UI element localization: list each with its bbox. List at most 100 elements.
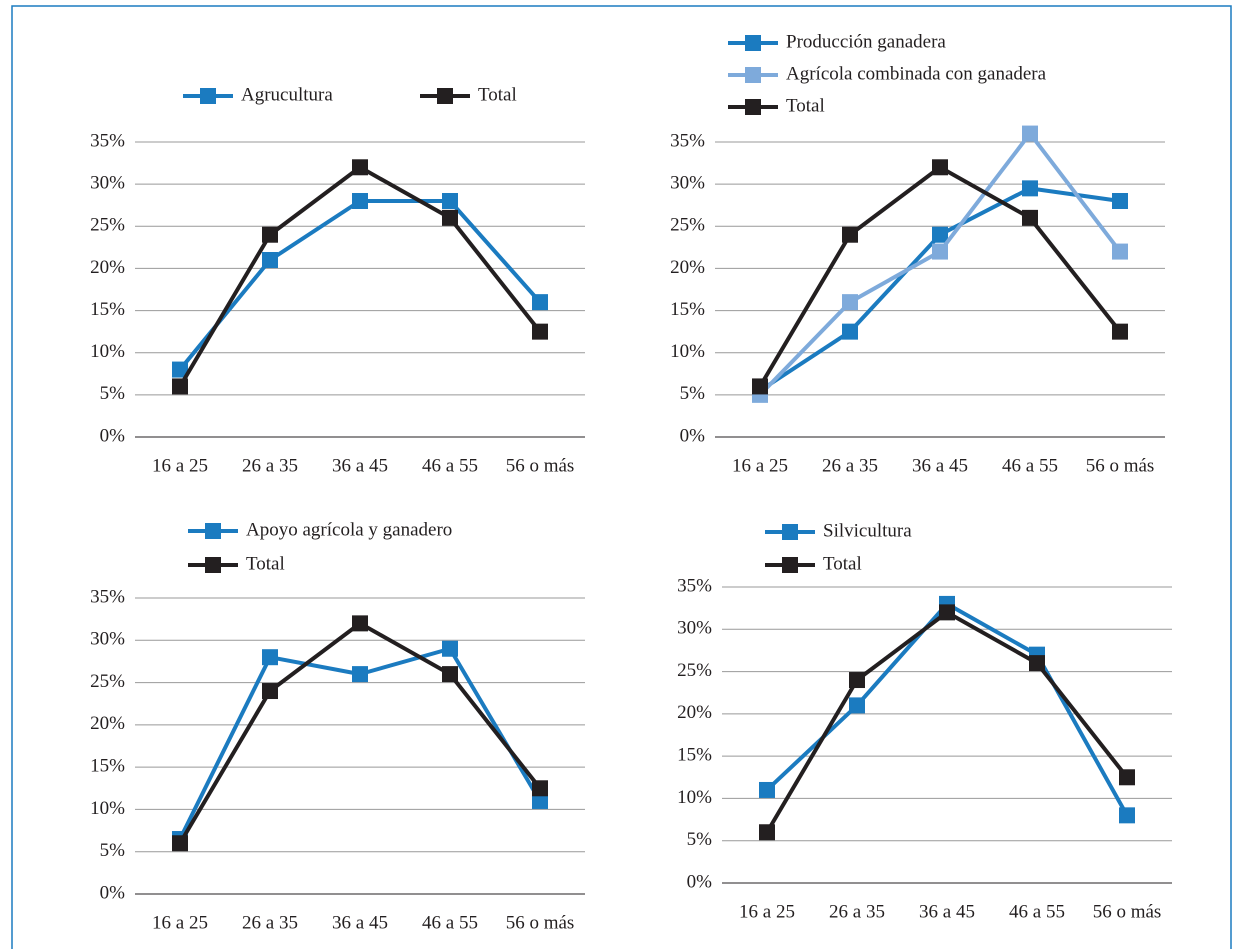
x-tick-label: 16 a 25 (732, 455, 788, 476)
y-tick-label: 35% (677, 575, 712, 596)
y-tick-label: 0% (687, 871, 713, 892)
legend-label: Total (823, 553, 862, 574)
series-line (758, 186, 1121, 393)
series-marker (262, 683, 278, 700)
y-tick-label: 35% (90, 130, 125, 151)
legend-marker (745, 35, 761, 51)
series-marker (1119, 807, 1135, 824)
y-tick-label: 35% (670, 130, 705, 151)
legend-label: Silvicultura (823, 520, 912, 541)
series-marker (842, 294, 858, 311)
legend-label: Apoyo agrícola y ganadero (246, 519, 452, 540)
y-tick-label: 10% (90, 798, 125, 819)
y-tick-label: 20% (677, 702, 712, 723)
x-tick-label: 16 a 25 (739, 901, 795, 922)
series-marker (352, 666, 368, 683)
series-marker (1022, 125, 1038, 142)
x-tick-label: 26 a 35 (242, 912, 298, 933)
y-tick-label: 5% (100, 383, 126, 404)
series-marker (442, 193, 458, 209)
y-tick-label: 20% (90, 257, 125, 278)
y-tick-label: 10% (670, 341, 705, 362)
series-marker (932, 243, 948, 260)
x-tick-label: 56 o más (506, 455, 575, 476)
y-tick-label: 25% (90, 215, 125, 236)
series-marker (262, 649, 278, 666)
x-tick-label: 36 a 45 (912, 455, 968, 476)
x-tick-label: 56 o más (506, 912, 575, 933)
x-tick-label: 36 a 45 (332, 455, 388, 476)
series-marker (172, 361, 188, 378)
y-tick-label: 0% (680, 425, 706, 446)
x-tick-label: 46 a 55 (1009, 901, 1065, 922)
y-tick-label: 25% (670, 215, 705, 236)
series-marker (352, 159, 368, 176)
series-marker (939, 604, 955, 621)
y-tick-label: 30% (90, 629, 125, 650)
x-tick-label: 56 o más (1093, 901, 1162, 922)
x-tick-label: 26 a 35 (822, 455, 878, 476)
legend-marker (782, 557, 798, 573)
series-marker (1112, 193, 1128, 209)
series-marker (1119, 769, 1135, 786)
x-tick-label: 46 a 55 (1002, 455, 1058, 476)
y-tick-label: 30% (90, 173, 125, 194)
legend-marker (205, 523, 221, 539)
legend-label: Agrucultura (241, 84, 333, 105)
frame (11, 5, 1232, 949)
y-tick-label: 10% (90, 341, 125, 362)
y-tick-label: 30% (677, 618, 712, 639)
y-tick-label: 5% (100, 840, 126, 861)
x-tick-label: 36 a 45 (919, 901, 975, 922)
x-tick-label: 26 a 35 (242, 455, 298, 476)
series-marker (1022, 209, 1038, 226)
series-marker (932, 159, 948, 176)
legend-marker (745, 99, 761, 115)
y-tick-label: 0% (100, 425, 126, 446)
series-marker (1022, 180, 1038, 197)
series-marker (442, 666, 458, 683)
y-tick-label: 0% (100, 882, 126, 903)
x-tick-label: 56 o más (1086, 455, 1155, 476)
series-marker (849, 672, 865, 689)
series-marker (842, 323, 858, 340)
legend-label: Total (786, 95, 825, 116)
y-tick-label: 25% (90, 671, 125, 692)
x-tick-label: 46 a 55 (422, 455, 478, 476)
x-tick-label: 46 a 55 (422, 912, 478, 933)
y-tick-label: 15% (677, 745, 712, 766)
y-tick-label: 35% (90, 586, 125, 607)
y-tick-label: 25% (677, 660, 712, 681)
series-marker (352, 193, 368, 209)
x-tick-label: 16 a 25 (152, 455, 208, 476)
legend-label: Producción ganadera (786, 31, 946, 52)
y-tick-label: 30% (670, 173, 705, 194)
series-marker (262, 226, 278, 243)
series-marker (1112, 323, 1128, 340)
y-tick-label: 15% (670, 299, 705, 320)
series-marker (849, 697, 865, 714)
series-marker (172, 835, 188, 852)
series-marker (442, 640, 458, 657)
y-tick-label: 15% (90, 299, 125, 320)
y-tick-label: 20% (90, 713, 125, 734)
y-tick-label: 5% (680, 383, 706, 404)
legend-marker (200, 88, 216, 104)
legend-marker (437, 88, 453, 104)
series-marker (532, 792, 548, 809)
legend-label: Agrícola combinada con ganadera (786, 63, 1047, 84)
legend-marker (782, 524, 798, 540)
series-marker (532, 323, 548, 340)
series-marker (532, 780, 548, 797)
series-marker (759, 824, 775, 841)
series-marker (1029, 655, 1045, 672)
y-tick-label: 15% (90, 756, 125, 777)
series-marker (442, 209, 458, 226)
x-tick-label: 16 a 25 (152, 912, 208, 933)
x-tick-label: 26 a 35 (829, 901, 885, 922)
series-marker (172, 378, 188, 395)
legend-marker (745, 67, 761, 83)
legend-marker (205, 557, 221, 573)
